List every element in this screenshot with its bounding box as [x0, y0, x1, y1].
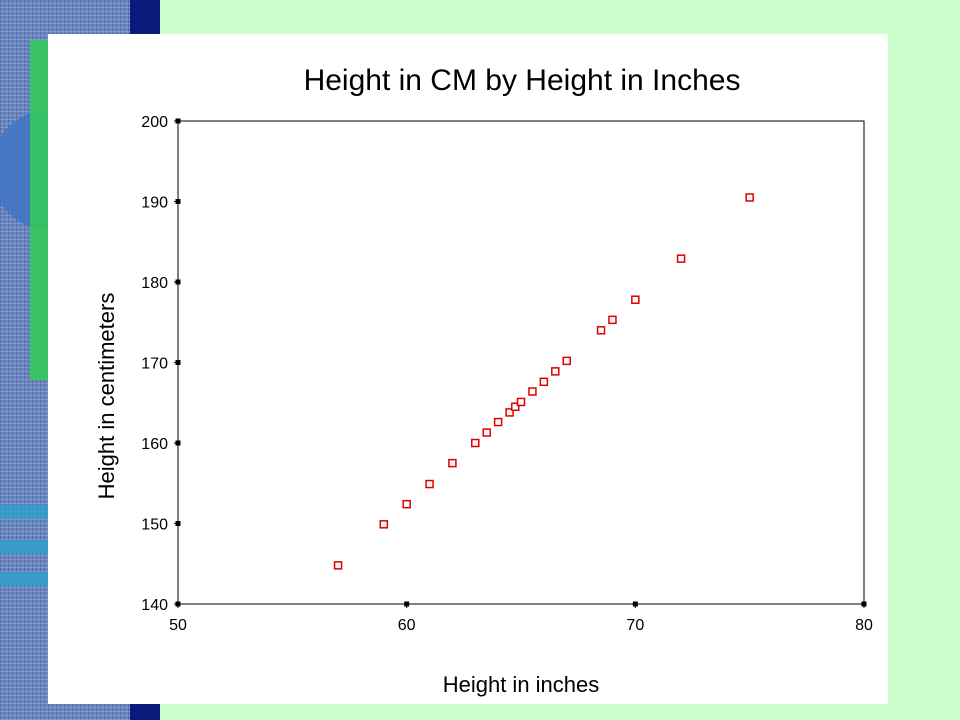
y-tick-marker — [175, 601, 181, 607]
x-tick-marker — [632, 601, 638, 607]
data-point — [448, 458, 457, 468]
x-tick-marker — [404, 601, 410, 607]
decorative-band — [0, 572, 60, 586]
data-point — [333, 561, 343, 570]
data-point — [745, 193, 754, 202]
x-tick-label: 70 — [626, 617, 644, 634]
y-tick-label: 180 — [141, 275, 168, 292]
y-tick-marker — [175, 360, 181, 365]
data-point — [676, 254, 686, 263]
y-tick-marker — [175, 521, 181, 526]
x-tick-label: 80 — [855, 617, 873, 634]
data-point — [511, 402, 520, 412]
data-point — [631, 295, 640, 304]
data-point — [402, 499, 411, 509]
y-tick-label: 140 — [141, 597, 168, 614]
y-tick-label: 190 — [141, 195, 168, 212]
axis-ticks: 50 60 70 80 140 150 160 170 180 190 200 — [141, 114, 873, 634]
decorative-band — [0, 505, 60, 519]
x-tick-label: 50 — [169, 617, 187, 634]
data-point — [596, 326, 606, 335]
data-point — [562, 356, 571, 366]
decorative-band — [0, 540, 60, 554]
scatter-chart: Height in CM by Height in Inches 50 60 70 8… — [94, 64, 873, 697]
decorative-green-band — [30, 40, 50, 380]
y-tick-label: 200 — [141, 114, 168, 131]
y-tick-marker — [175, 440, 181, 446]
data-point — [425, 479, 434, 489]
y-tick-label: 160 — [141, 436, 168, 453]
x-tick-marker — [861, 601, 867, 607]
data-point — [493, 417, 503, 427]
y-tick-marker — [175, 199, 181, 204]
data-point — [516, 397, 526, 407]
data-point — [379, 520, 389, 529]
data-point — [482, 428, 491, 437]
x-tick-label: 60 — [398, 617, 416, 634]
y-tick-label: 150 — [141, 517, 168, 534]
chart-panel: Height in CM by Height in Inches 50 60 70 8… — [48, 34, 888, 704]
data-point — [471, 438, 480, 448]
y-tick-marker — [175, 118, 181, 124]
y-tick-marker — [175, 279, 181, 285]
plot-frame — [177, 120, 865, 605]
data-points — [333, 193, 754, 570]
y-axis-label: Height in centimeters — [94, 293, 119, 500]
data-point — [505, 408, 514, 417]
data-point — [528, 387, 537, 396]
data-point — [539, 377, 549, 387]
data-point — [551, 367, 560, 376]
data-point — [608, 315, 617, 325]
x-axis-label: Height in inches — [443, 672, 600, 697]
y-tick-label: 170 — [141, 356, 168, 373]
chart-title: Height in CM by Height in Inches — [304, 64, 741, 97]
